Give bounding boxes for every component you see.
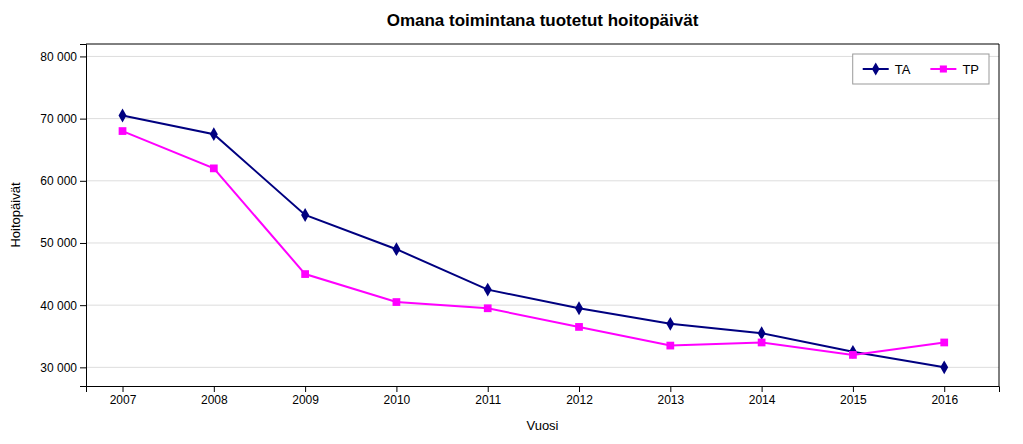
grid-line [86, 305, 999, 306]
tick: 2016 [931, 386, 958, 407]
axis-line [80, 45, 87, 387]
marker [484, 283, 492, 297]
series [119, 109, 949, 375]
tick: 50 000 [40, 236, 86, 250]
tick-mark [80, 243, 86, 244]
legend: TA TP [853, 54, 989, 84]
marker [666, 317, 674, 331]
marker [392, 242, 400, 256]
marker [940, 360, 948, 374]
tick: 2007 [110, 386, 137, 407]
chart: 2007 2008 2009 2010 2011 2012 2013 2014 2015 2016… [0, 0, 1023, 444]
tick-mark [670, 386, 671, 392]
tick-label: 2011 [475, 393, 501, 407]
tick-label: 2015 [840, 393, 867, 407]
grid [86, 56, 999, 367]
tick-label: 80 000 [40, 50, 77, 64]
tick-mark [853, 386, 854, 392]
tick: 2015 [840, 386, 867, 407]
tick-label: 2013 [657, 393, 684, 407]
legend-item: TA [863, 62, 911, 77]
tick-label: 2014 [749, 393, 776, 407]
line [123, 116, 945, 368]
legend-box [853, 54, 989, 84]
tick: 2009 [292, 386, 319, 407]
legend-label: TP [962, 62, 979, 77]
tick: 2012 [566, 386, 593, 407]
marker [301, 270, 309, 278]
tick-label: 40 000 [40, 299, 77, 313]
x-axis: 2007 2008 2009 2010 2011 2012 2013 2014 2015 2016 [87, 386, 1000, 407]
tick-label: 2009 [292, 393, 319, 407]
marker [849, 345, 857, 359]
tick: 2014 [749, 386, 776, 407]
marker [210, 164, 218, 172]
marker [119, 127, 127, 135]
line [123, 131, 945, 355]
marker [393, 298, 401, 306]
tick: 80 000 [40, 50, 86, 64]
legend-item: TP [930, 62, 979, 77]
marker [758, 339, 766, 347]
tick: 60 000 [40, 174, 86, 188]
tick: 2013 [657, 386, 684, 407]
marker [119, 109, 127, 123]
tick-label: 30 000 [40, 361, 77, 375]
marker [666, 342, 674, 350]
tick: 2011 [475, 386, 501, 407]
tick: 2010 [384, 386, 411, 407]
tick-label: 70 000 [40, 112, 77, 126]
legend-marker [940, 65, 947, 72]
tick-label: 2012 [566, 393, 593, 407]
tick-label: 50 000 [40, 236, 77, 250]
y-axis-title: Hoitopäivät [8, 182, 23, 247]
frame-line [86, 44, 999, 45]
plot-area: 2007 2008 2009 2010 2011 2012 2013 2014 2015 2016… [40, 44, 999, 407]
marker [484, 304, 492, 312]
marker [758, 326, 766, 340]
tick: 70 000 [40, 112, 86, 126]
legend-marker [872, 62, 880, 75]
tick-mark [80, 305, 86, 306]
legend-label: TA [895, 62, 911, 77]
tick-mark [305, 386, 306, 392]
tick-mark [488, 386, 489, 392]
series [119, 127, 948, 359]
series-group [119, 109, 949, 375]
tick-mark [579, 386, 580, 392]
title: Omana toimintana tuotetut hoitopäivät [387, 11, 699, 30]
tick-label: 2007 [110, 393, 137, 407]
tick: 2008 [201, 386, 228, 407]
tick-mark [80, 119, 86, 120]
tick: 30 000 [40, 361, 86, 375]
tick-label: 2016 [931, 393, 958, 407]
grid-line [86, 242, 999, 243]
tick-mark [762, 386, 763, 392]
tick-mark [80, 56, 86, 57]
tick-mark [396, 386, 397, 392]
grid-line [86, 118, 999, 119]
marker [575, 323, 583, 331]
tick-mark [80, 181, 86, 182]
grid-line [86, 367, 999, 368]
frame-line [999, 44, 1000, 386]
marker [301, 208, 309, 222]
tick-label: 60 000 [40, 174, 77, 188]
marker [849, 351, 857, 359]
tick-mark [80, 367, 86, 368]
axis-line [87, 387, 1000, 393]
marker [940, 339, 948, 347]
tick-mark [944, 386, 945, 392]
y-axis: 30 000 40 000 50 000 60 000 70 000 80 000 [40, 45, 86, 387]
marker [575, 301, 583, 315]
tick: 40 000 [40, 299, 86, 313]
tick-label: 2008 [201, 393, 228, 407]
tick-label: 2010 [384, 393, 411, 407]
x-axis-title: Vuosi [526, 418, 558, 433]
marker [210, 127, 218, 141]
tick-mark [123, 386, 124, 392]
tick-mark [214, 386, 215, 392]
